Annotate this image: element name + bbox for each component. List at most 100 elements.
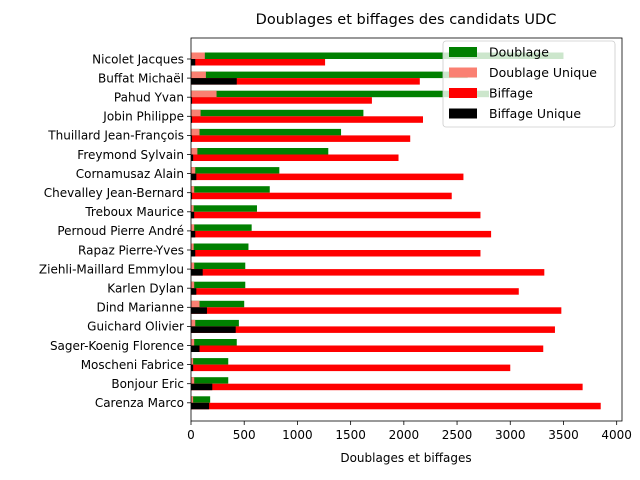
y-tick-label: Ziehli-Maillard Emmylou <box>39 262 184 276</box>
bar-biffage-unique-chevalley-jean-bernard <box>191 192 193 200</box>
y-tick-label: Cornamusaz Alain <box>76 167 184 181</box>
bar-doublage-unique-dind-marianne <box>191 300 200 308</box>
bar-doublage-unique-moscheni-fabrice <box>191 358 194 365</box>
bar-doublage-unique-guichard-olivier <box>191 319 196 327</box>
bar-doublage-rapaz-pierre-yves <box>191 243 249 250</box>
bar-doublage-unique-buffat-michael <box>191 71 206 79</box>
bar-biffage-unique-ziehli-maillard-emmylou <box>191 269 203 276</box>
bar-doublage-karlen-dylan <box>191 281 246 289</box>
bar-doublage-ziehli-maillard-emmylou <box>191 262 246 270</box>
legend-label-biffage: Biffage <box>489 86 533 101</box>
bar-doublage-unique-pernoud-pierre-andre <box>191 224 195 231</box>
y-tick-label: Freymond Sylvain <box>77 148 184 162</box>
y-tick-label: Jobin Philippe <box>102 110 184 124</box>
bar-doublage-buffat-michael <box>191 71 468 79</box>
x-tick-label: 1000 <box>282 428 313 442</box>
bar-doublage-unique-bonjour-eric <box>191 377 195 384</box>
y-tick-label: Bonjour Eric <box>111 377 184 391</box>
bar-doublage-unique-thuillard-jean-francois <box>191 128 200 136</box>
legend-swatch-biffage-unique <box>449 108 477 119</box>
y-tick-label: Nicolet Jacques <box>92 52 184 66</box>
bar-doublage-jobin-philippe <box>191 109 364 117</box>
bar-biffage-unique-cornamusaz-alain <box>191 173 197 181</box>
legend: Doublage Doublage Unique Biffage Biffage Un… <box>442 40 616 128</box>
legend-swatch-doublage <box>449 47 477 57</box>
chart-title: Doublages et biffages des candidats UDC <box>256 12 557 28</box>
bar-biffage-carenza-marco <box>191 402 601 410</box>
legend-label-doublage: Doublage <box>489 45 549 60</box>
bar-biffage-dind-marianne <box>191 307 562 314</box>
bar-biffage-bonjour-eric <box>191 383 583 391</box>
bar-biffage-unique-pernoud-pierre-andre <box>191 230 196 238</box>
bar-biffage-unique-moscheni-fabrice <box>191 364 194 372</box>
bar-biffage-unique-treboux-maurice <box>191 211 195 219</box>
bar-biffage-unique-sager-koenig-florence <box>191 345 200 352</box>
bar-doublage-unique-nicolet-jacques <box>191 52 205 59</box>
legend-box <box>442 40 616 128</box>
bar-biffage-freymond-sylvain <box>191 154 399 161</box>
y-tick-label: Chevalley Jean-Bernard <box>44 186 184 200</box>
bar-biffage-thuillard-jean-francois <box>191 135 411 142</box>
legend-swatch-biffage <box>449 88 477 98</box>
y-tick-label: Buffat Michaël <box>98 71 184 85</box>
x-axis-label: Doublages et biffages <box>340 451 471 465</box>
bar-biffage-rapaz-pierre-yves <box>191 250 481 257</box>
bar-biffage-moscheni-fabrice <box>191 364 511 372</box>
plot-frame <box>190 37 623 422</box>
bar-doublage-pahud-yvan <box>191 90 489 98</box>
bar-doublage-cornamusaz-alain <box>191 167 280 174</box>
bar-biffage-unique-dind-marianne <box>191 307 207 314</box>
bar-doublage-unique-pahud-yvan <box>191 90 217 98</box>
x-tick-label: 2000 <box>389 428 420 442</box>
bar-biffage-cornamusaz-alain <box>191 173 464 181</box>
x-tick-label: 500 <box>233 428 256 442</box>
bar-doublage-unique-karlen-dylan <box>191 281 195 289</box>
y-tick-label: Thuillard Jean-François <box>47 129 184 143</box>
bar-doublage-dind-marianne <box>191 300 245 308</box>
y-tick-label: Rapaz Pierre-Yves <box>78 243 184 257</box>
bar-biffage-buffat-michael <box>191 78 420 85</box>
bar-biffage-unique-nicolet-jacques <box>191 59 196 66</box>
y-tick-label: Sager-Koenig Florence <box>50 339 184 353</box>
y-tick-label: Moscheni Fabrice <box>81 358 184 372</box>
x-tick-label: 0 <box>187 428 195 442</box>
bar-doublage-pernoud-pierre-andre <box>191 224 252 231</box>
bar-doublage-nicolet-jacques <box>191 52 564 59</box>
bar-biffage-guichard-olivier <box>191 326 555 333</box>
x-tick-label: 3000 <box>495 428 526 442</box>
bar-doublage-unique-carenza-marco <box>191 396 194 403</box>
bar-doublage-freymond-sylvain <box>191 148 329 155</box>
x-tick-label: 1500 <box>335 428 366 442</box>
bar-doublage-guichard-olivier <box>191 319 239 327</box>
bar-doublage-moscheni-fabrice <box>191 358 229 365</box>
bar-doublage-chevalley-jean-bernard <box>191 186 270 193</box>
bar-doublage-carenza-marco <box>191 396 211 403</box>
bar-doublage-unique-jobin-philippe <box>191 109 201 117</box>
bar-doublage-unique-freymond-sylvain <box>191 148 198 155</box>
bar-doublage-bonjour-eric <box>191 377 229 384</box>
bar-biffage-unique-carenza-marco <box>191 402 210 410</box>
bar-biffage-pahud-yvan <box>191 97 372 104</box>
bar-biffage-unique-thuillard-jean-francois <box>191 135 193 142</box>
bar-biffage-ziehli-maillard-emmylou <box>191 269 545 276</box>
bar-biffage-unique-freymond-sylvain <box>191 154 194 161</box>
y-tick-label: Pernoud Pierre André <box>57 224 184 238</box>
y-tick-label: Karlen Dylan <box>107 282 184 296</box>
bar-doublage-sager-koenig-florence <box>191 339 237 346</box>
legend-swatch-doublage-unique <box>449 67 477 78</box>
bar-doublage-unique-chevalley-jean-bernard <box>191 186 195 193</box>
bar-biffage-jobin-philippe <box>191 116 423 123</box>
bar-biffage-nicolet-jacques <box>191 59 326 66</box>
y-tick-label: Guichard Olivier <box>87 320 184 334</box>
bars-layer <box>191 52 601 410</box>
x-axis-ticks: 0 500 1000 1500 2000 2500 3000 3500 4000 <box>187 421 632 442</box>
bar-biffage-pernoud-pierre-andre <box>191 230 492 238</box>
bar-biffage-unique-bonjour-eric <box>191 383 213 391</box>
y-tick-label: Pahud Yvan <box>114 91 184 105</box>
x-tick-label: 3500 <box>548 428 579 442</box>
bar-doublage-unique-cornamusaz-alain <box>191 167 196 174</box>
bar-doublage-treboux-maurice <box>191 205 257 212</box>
bar-biffage-chevalley-jean-bernard <box>191 192 452 200</box>
legend-label-doublage-unique: Doublage Unique <box>489 65 597 80</box>
x-tick-label: 2500 <box>442 428 473 442</box>
